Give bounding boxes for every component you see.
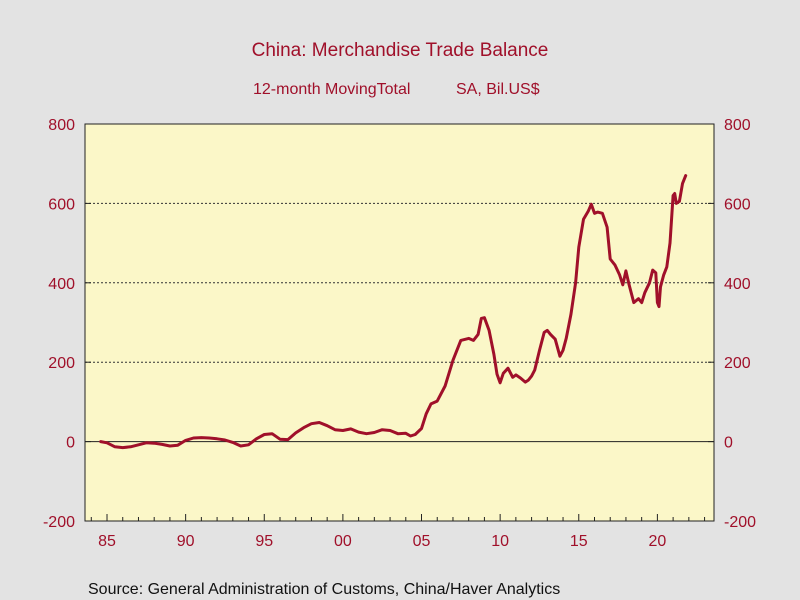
y-tick-label-right: -200 [724, 514, 756, 531]
y-tick-label-left: 600 [48, 196, 75, 213]
chart-title: China: Merchandise Trade Balance [252, 40, 549, 61]
chart-subtitle-left: 12-month MovingTotal [253, 81, 410, 98]
y-tick-label-right: 0 [724, 435, 733, 452]
gridlines [85, 202, 714, 443]
x-tick-label: 15 [570, 533, 588, 550]
x-tick-label: 90 [177, 533, 195, 550]
series-layer [99, 174, 688, 450]
x-tick-label: 20 [648, 533, 666, 550]
x-tick-label: 10 [491, 533, 509, 550]
x-tick-label: 85 [98, 533, 116, 550]
series-line-trade-balance [99, 174, 688, 450]
x-tick-label: 05 [413, 533, 431, 550]
y-tick-label-right: 800 [724, 117, 751, 134]
y-tick-label-right: 400 [724, 276, 751, 293]
y-tick-label-right: 200 [724, 355, 751, 372]
x-tick-label: 00 [334, 533, 352, 550]
y-tick-label-right: 600 [724, 196, 751, 213]
y-tick-label-left: 400 [48, 276, 75, 293]
x-tick-label: 95 [255, 533, 273, 550]
chart-subtitle-right: SA, Bil.US$ [456, 81, 540, 98]
y-tick-label-left: 800 [48, 117, 75, 134]
y-tick-label-left: 0 [66, 435, 75, 452]
plot-area [84, 123, 715, 522]
source-note: Source: General Administration of Custom… [88, 581, 560, 598]
y-tick-label-left: 200 [48, 355, 75, 372]
y-tick-label-left: -200 [43, 514, 75, 531]
